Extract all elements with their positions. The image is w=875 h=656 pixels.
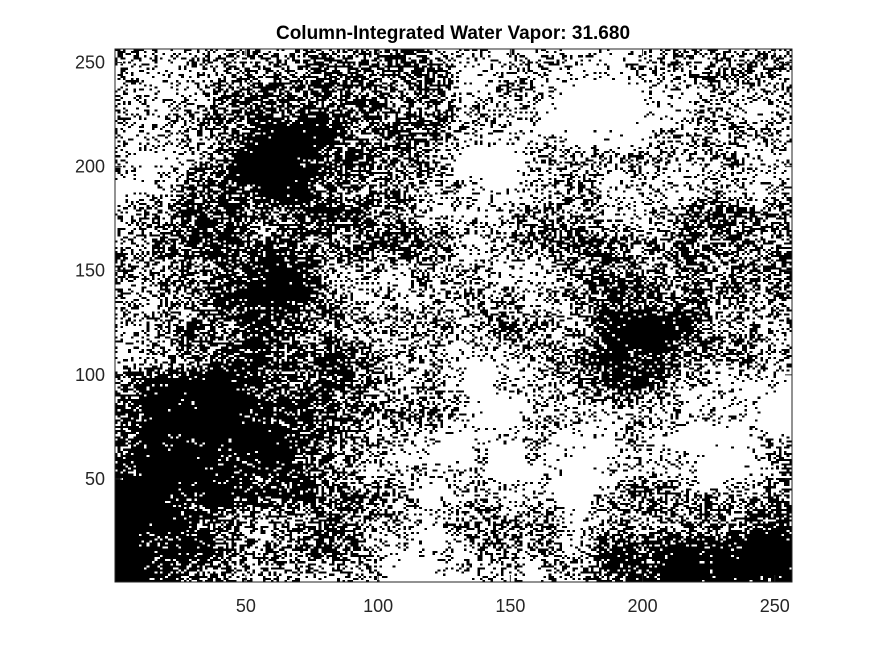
heatmap-image xyxy=(115,49,792,582)
x-tick-label: 200 xyxy=(628,596,658,616)
plot-area-container xyxy=(115,49,792,582)
x-tick-label: 100 xyxy=(363,596,393,616)
x-tick-label: 250 xyxy=(760,596,790,616)
chart-title: Column-Integrated Water Vapor: 31.680 xyxy=(276,23,630,44)
y-tick-label: 150 xyxy=(75,261,105,281)
axes-box xyxy=(114,48,793,583)
x-axis: 50 100 150 200 250 xyxy=(236,49,790,616)
y-tick-label: 200 xyxy=(75,157,105,177)
y-tick-label: 100 xyxy=(75,365,105,385)
y-axis: 50 100 150 200 250 xyxy=(75,53,792,489)
y-tick-label: 50 xyxy=(85,469,105,489)
x-tick-label: 50 xyxy=(236,596,256,616)
y-tick-label: 250 xyxy=(75,53,105,73)
x-tick-label: 150 xyxy=(495,596,525,616)
